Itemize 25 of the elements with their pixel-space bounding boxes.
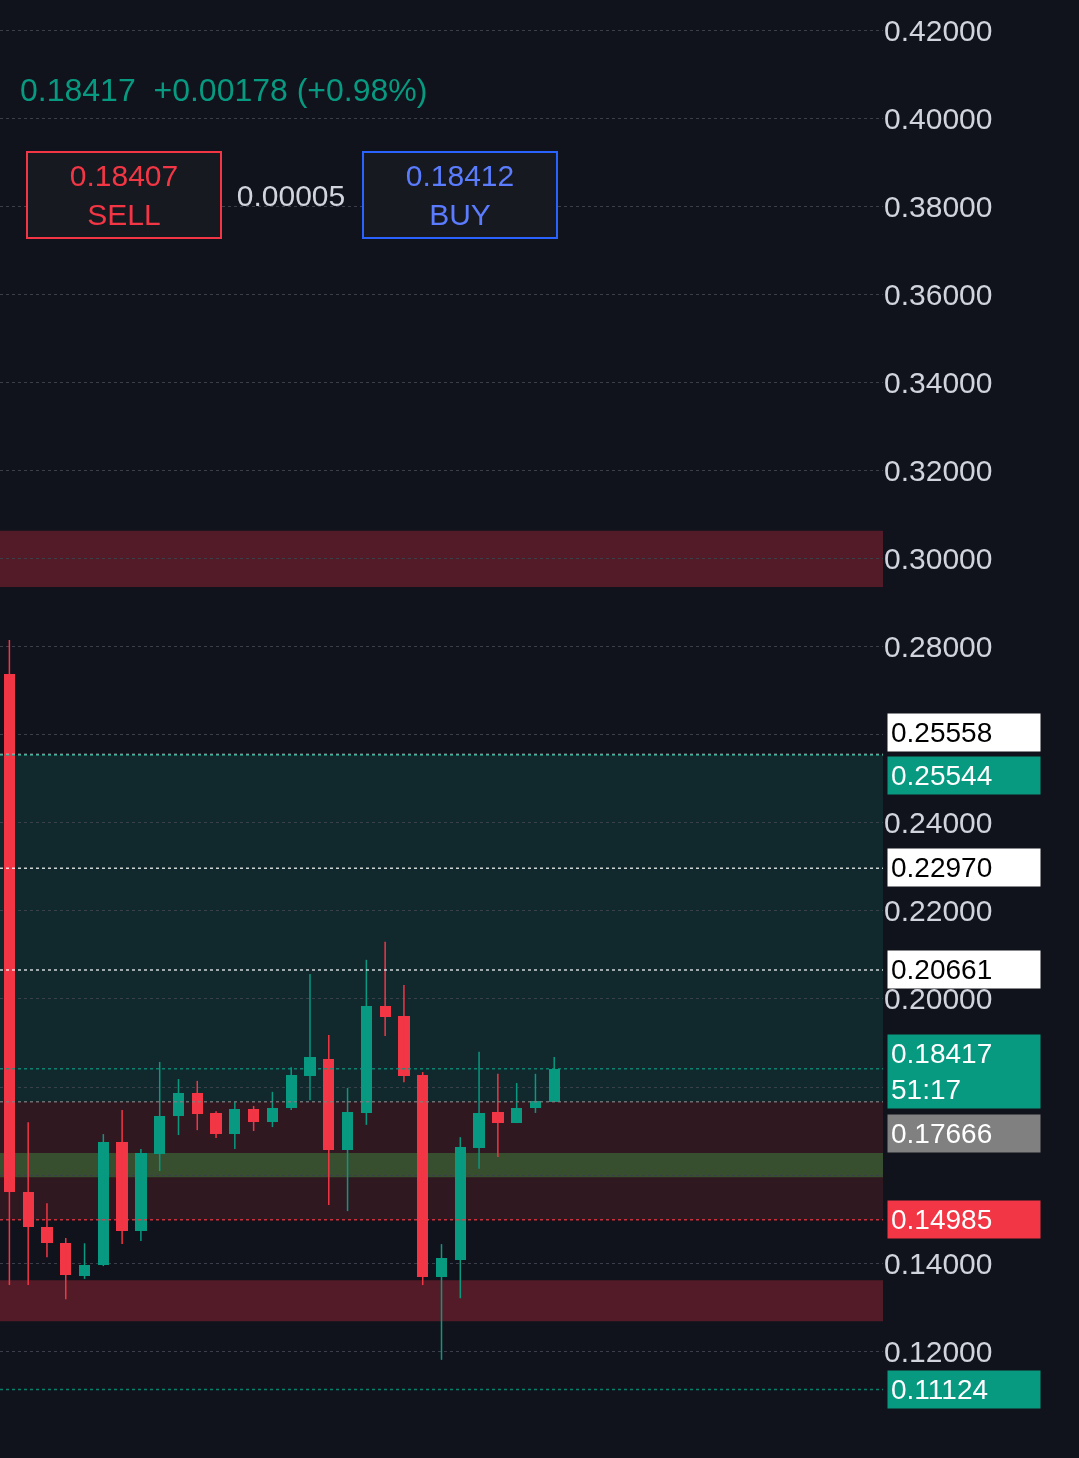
y-tick-label: 0.20000 bbox=[884, 982, 993, 1016]
ref-line-label: 0.20661 bbox=[891, 954, 993, 985]
annotation: 0.18407 SELL bbox=[69, 159, 179, 231]
ref-line-label: 0.18417 51:17 bbox=[891, 1038, 993, 1106]
y-tick-label: 0.30000 bbox=[884, 542, 993, 576]
y-tick-label: 0.34000 bbox=[884, 366, 993, 400]
y-tick-label: 0.14000 bbox=[884, 1246, 993, 1280]
y-tick-label: 0.24000 bbox=[884, 806, 993, 840]
y-tick-label: 0.40000 bbox=[884, 102, 993, 136]
y-tick-label: 0.12000 bbox=[884, 1334, 993, 1368]
ref-line-label: 0.17666 bbox=[891, 1118, 993, 1149]
ref-line-label: 0.25558 bbox=[891, 717, 993, 748]
annotation: 0.00005 bbox=[236, 179, 346, 212]
ref-line-label: 0.22970 bbox=[891, 852, 993, 883]
y-tick-label: 0.28000 bbox=[884, 630, 993, 664]
y-tick-label: 0.36000 bbox=[884, 278, 993, 312]
ref-line-label: 0.11124 bbox=[891, 1374, 989, 1405]
text: 0.18417 +0.00178 (+0.98%) bbox=[20, 72, 428, 108]
ref-line-label: 0.14985 bbox=[891, 1204, 993, 1235]
y-tick-label: 0.38000 bbox=[884, 190, 993, 224]
y-tick-label: 0.22000 bbox=[884, 894, 993, 928]
annotation: 0.18412 BUY bbox=[405, 159, 515, 231]
y-tick-label: 0.42000 bbox=[884, 14, 993, 48]
ref-line-label: 0.25544 bbox=[891, 760, 993, 791]
y-tick-label: 0.32000 bbox=[884, 454, 993, 488]
